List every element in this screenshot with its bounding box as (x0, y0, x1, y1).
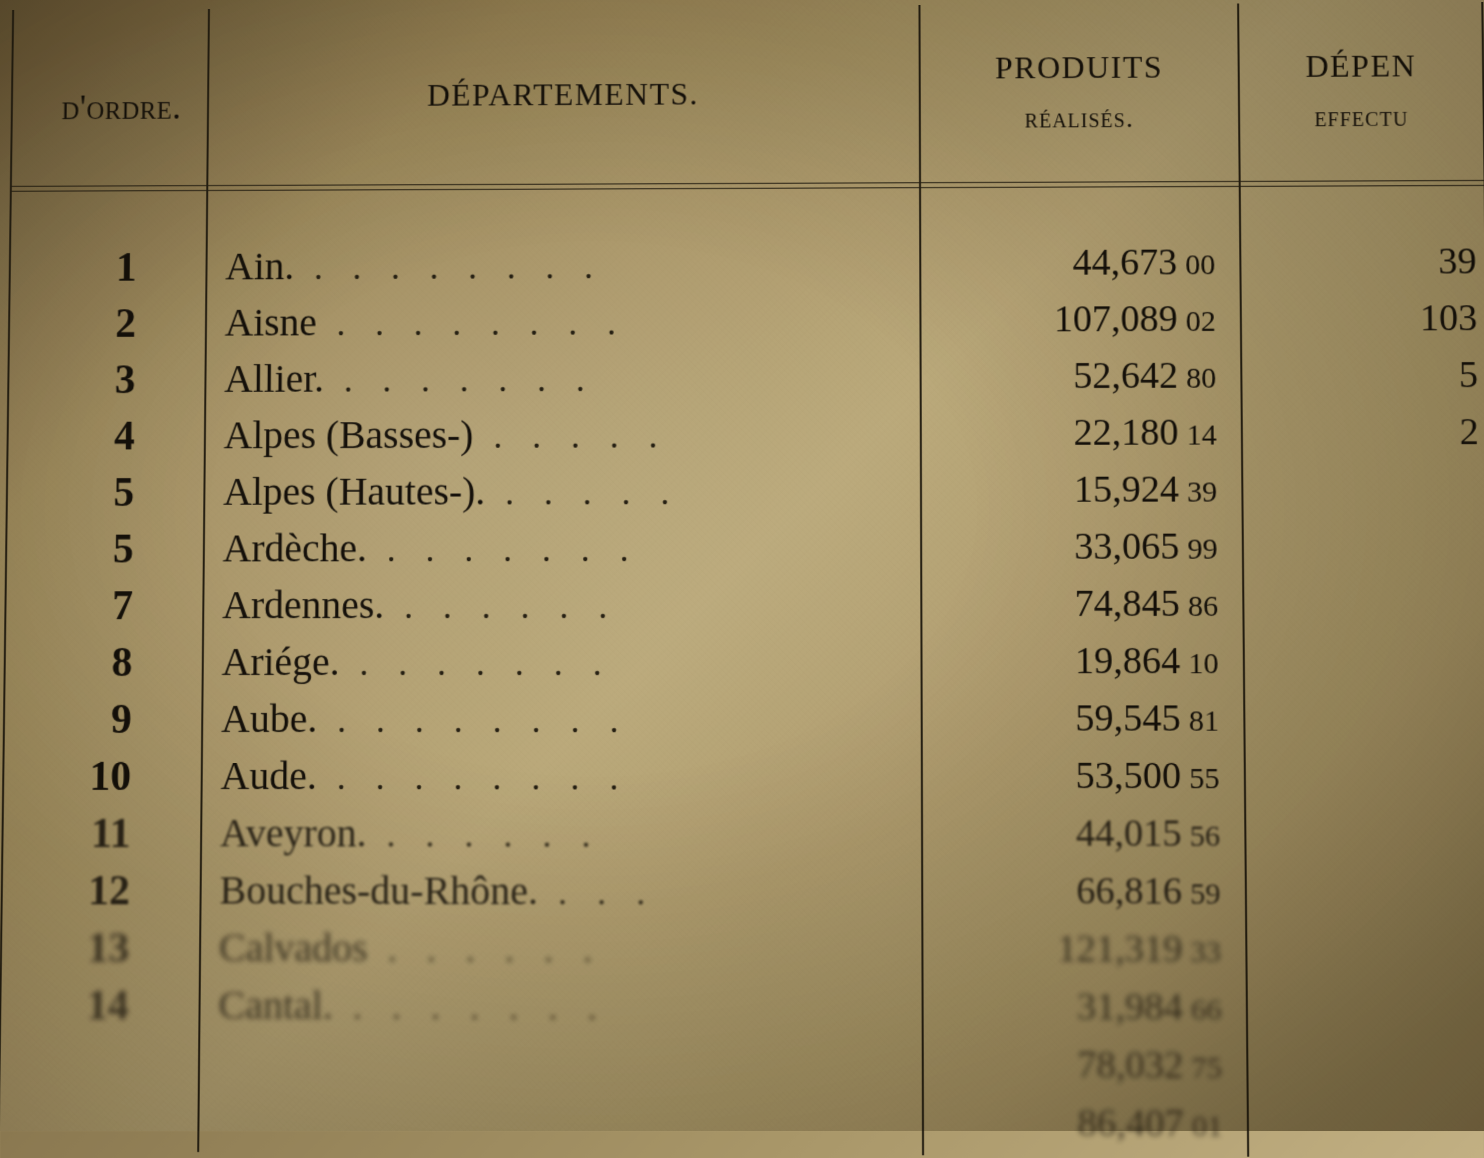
cell-ordre: 10 (3, 750, 202, 807)
cell-produits: 44,01556 (922, 808, 1246, 866)
cell-dept: Bouches-du-Rhône.... (200, 864, 922, 923)
cell-depenses: 39 (1240, 237, 1484, 294)
cell-ordre: 8 (4, 636, 203, 693)
cell-produits: 86,40701 (923, 1097, 1248, 1157)
cell-produits: 15,92439 (921, 464, 1243, 521)
table-row: 5 Ardèche........ 33,06599 (6, 521, 1484, 579)
col-header-departements: DÉPARTEMENTS. (207, 5, 920, 185)
cell-dept: Alpes (Basses-)..... (205, 408, 921, 466)
cell-dept: Ardennes....... (203, 579, 921, 636)
cell-produits: 31,98466 (923, 981, 1248, 1040)
table-row: 86,40701 (0, 1093, 1484, 1157)
table-row: 5 Alpes (Hautes-)...... 15,92439 (7, 464, 1484, 523)
cell-ordre: 2 (9, 297, 207, 354)
cell-produits: 121,31933 (922, 923, 1246, 982)
cell-produits: 66,81659 (922, 866, 1246, 924)
cell-ordre: 9 (4, 693, 203, 750)
cell-produits: 59,54581 (922, 693, 1245, 751)
scanned-page: d'ordre. DÉPARTEMENTS. PRODUITS réalisés… (0, 0, 1484, 1131)
cell-ordre: 3 (8, 353, 206, 410)
departements-table: d'ordre. DÉPARTEMENTS. PRODUITS réalisés… (0, 2, 1484, 1158)
cell-produits: 22,18014 (921, 408, 1242, 465)
cell-produits: 19,86410 (921, 636, 1244, 693)
cell-ordre: 4 (7, 410, 205, 467)
cell-ordre: 14 (0, 978, 200, 1036)
cell-dept: Ariége........ (203, 636, 922, 693)
cell-depenses (1243, 579, 1484, 636)
cell-depenses: 5 (1241, 350, 1484, 407)
cell-depenses (1247, 982, 1484, 1041)
cell-dept: Aube......... (202, 693, 922, 751)
cell-produits: 52,64280 (921, 351, 1242, 408)
cell-dept: Cantal........ (199, 979, 922, 1039)
cell-ordre: 11 (2, 807, 201, 864)
cell-dept (198, 1094, 923, 1155)
table-row: 2 Aisne........ 107,08902 103 (9, 293, 1484, 354)
table-row: 10 Aude......... 53,50055 (3, 750, 1484, 809)
cell-depenses (1247, 1040, 1484, 1099)
cell-depenses: 2 (1242, 407, 1484, 464)
cell-dept (199, 1037, 923, 1098)
cell-depenses (1248, 1098, 1484, 1157)
cell-ordre: 7 (5, 579, 203, 636)
cell-depenses (1245, 751, 1484, 809)
cell-ordre: 5 (6, 523, 204, 580)
cell-produits: 53,50055 (922, 751, 1245, 809)
table-row: 4 Alpes (Basses-)..... 22,18014 2 (7, 407, 1484, 466)
table-row: 8 Ariége........ 19,86410 (4, 636, 1484, 694)
cell-depenses (1245, 809, 1484, 867)
table-row: 1 Ain......... 44,67300 39 (9, 237, 1484, 298)
col-header-produits: PRODUITS réalisés. (919, 3, 1239, 182)
cell-ordre: 13 (1, 921, 201, 979)
table-row: 13 Calvados...... 121,31933 (1, 921, 1484, 983)
table-row: 11 Aveyron....... 44,01556 (2, 807, 1484, 867)
cell-produits: 74,84586 (921, 579, 1243, 636)
cell-ordre (0, 1036, 199, 1094)
table-row: 7 Ardennes....... 74,84586 (5, 579, 1484, 637)
cell-ordre: 1 (9, 241, 206, 298)
cell-produits: 33,06599 (921, 522, 1243, 579)
cell-depenses (1243, 521, 1484, 578)
cell-ordre (0, 1093, 199, 1152)
cell-dept: Ain......... (206, 239, 920, 298)
cell-depenses (1242, 464, 1484, 521)
cell-depenses (1244, 636, 1484, 694)
cell-depenses: 103 (1241, 293, 1484, 350)
cell-dept: Aveyron....... (201, 807, 922, 866)
cell-depenses (1246, 924, 1484, 983)
table-row: 9 Aube......... 59,54581 (4, 693, 1484, 751)
cell-dept: Aude......... (201, 750, 922, 808)
cell-ordre: 5 (7, 466, 205, 523)
table-row: 14 Cantal........ 31,98466 (0, 978, 1484, 1041)
cell-dept: Aisne........ (206, 295, 921, 353)
cell-dept: Calvados...... (200, 922, 923, 982)
cell-ordre: 12 (1, 864, 200, 922)
cell-produits: 78,03275 (923, 1039, 1248, 1098)
table-row: 78,03275 (0, 1036, 1484, 1099)
table-row: 3 Allier........ 52,64280 5 (8, 350, 1484, 410)
cell-produits: 107,08902 (920, 294, 1241, 352)
cell-depenses (1246, 866, 1484, 924)
cell-dept: Ardèche........ (204, 522, 922, 579)
cell-dept: Allier........ (205, 352, 921, 410)
col-header-ordre: d'ordre. (11, 9, 209, 186)
cell-depenses (1244, 693, 1484, 751)
col-header-depenses: DÉPEN effectu (1238, 2, 1484, 181)
table-row: 12 Bouches-du-Rhône.... 66,81659 (1, 864, 1484, 925)
cell-dept: Alpes (Hautes-)...... (204, 465, 921, 523)
cell-produits: 44,67300 (920, 237, 1240, 295)
